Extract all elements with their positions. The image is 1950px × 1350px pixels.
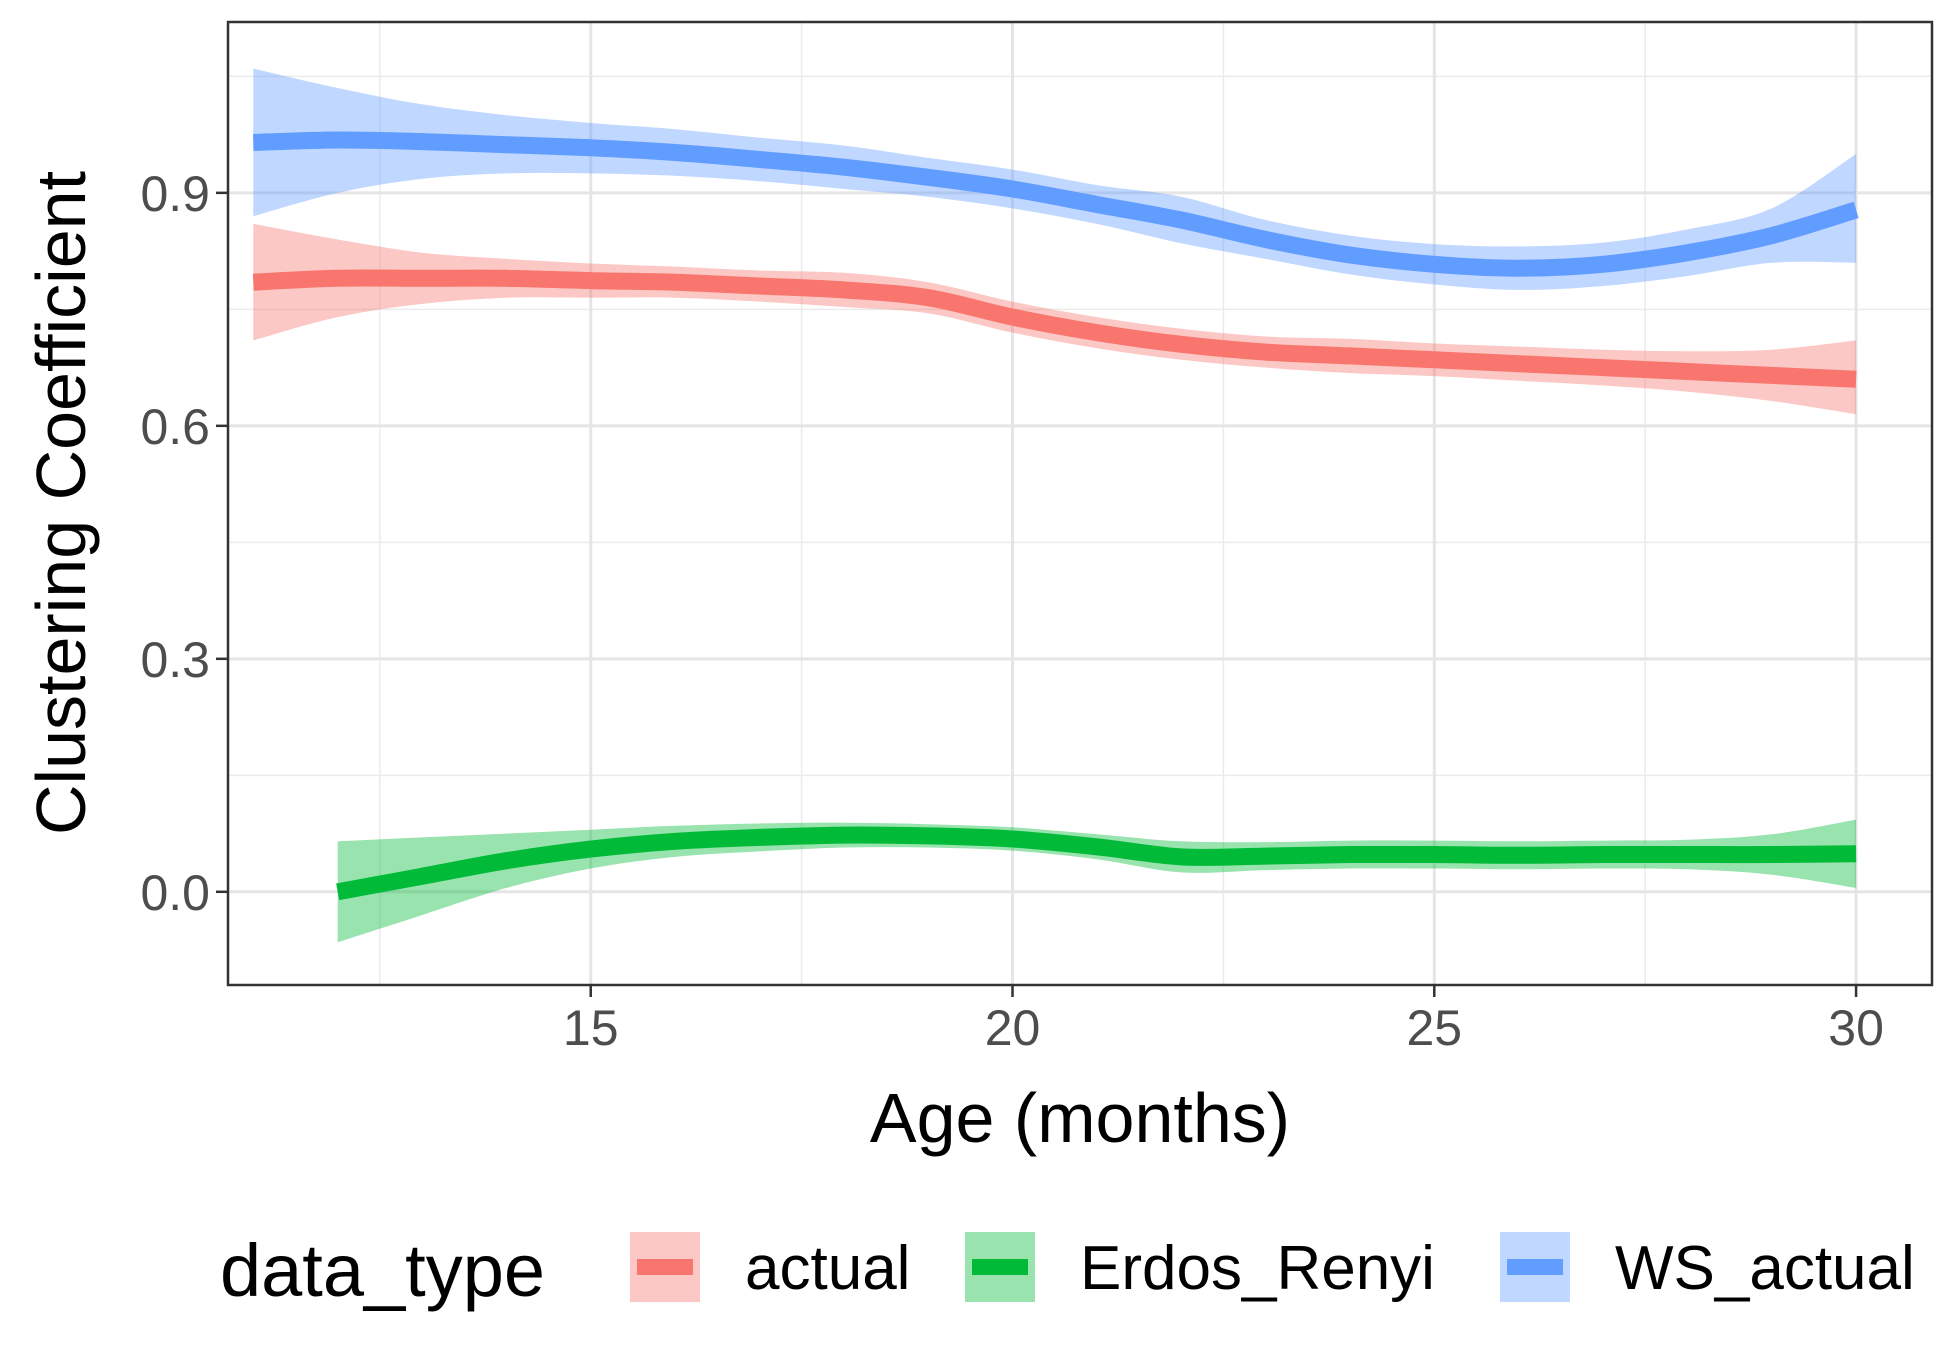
x-tick-label-2: 25 <box>1406 1000 1462 1056</box>
legend-items: actual Erdos_Renyi WS_actual <box>630 1232 1915 1303</box>
y-tick-label-3: 0.9 <box>140 166 210 222</box>
x-tick-label-3: 30 <box>1828 1000 1884 1056</box>
x-tick-label-0: 15 <box>563 1000 619 1056</box>
y-tick-label-0: 0.0 <box>140 865 210 921</box>
y-axis: 0.0 0.3 0.6 0.9 <box>140 166 228 921</box>
legend-label-WS_actual: WS_actual <box>1615 1234 1915 1303</box>
legend: data_type actual Erdos_Renyi WS_actual <box>220 1229 1915 1312</box>
line-WS_actual <box>253 131 1859 277</box>
panel-background <box>228 22 1932 985</box>
major-gridlines <box>228 22 1932 985</box>
plot-area <box>226 20 1934 987</box>
line-actual <box>252 269 1857 388</box>
x-axis-title: Age (months) <box>870 1079 1290 1157</box>
line-Erdos_Renyi <box>336 826 1857 901</box>
x-axis: 15 20 25 30 <box>563 985 1884 1056</box>
legend-label-actual: actual <box>745 1234 910 1303</box>
legend-label-Erdos_Renyi: Erdos_Renyi <box>1080 1234 1435 1303</box>
series-lines <box>252 131 1859 901</box>
x-tick-label-1: 20 <box>985 1000 1041 1056</box>
panel-border <box>226 20 1934 987</box>
y-tick-label-1: 0.3 <box>140 632 210 688</box>
band-WS_actual <box>253 68 1857 290</box>
y-axis-title: Clustering Coefficient <box>22 171 100 835</box>
legend-title: data_type <box>220 1229 545 1312</box>
y-tick-label-2: 0.6 <box>140 399 210 455</box>
minor-gridlines <box>228 22 1932 985</box>
